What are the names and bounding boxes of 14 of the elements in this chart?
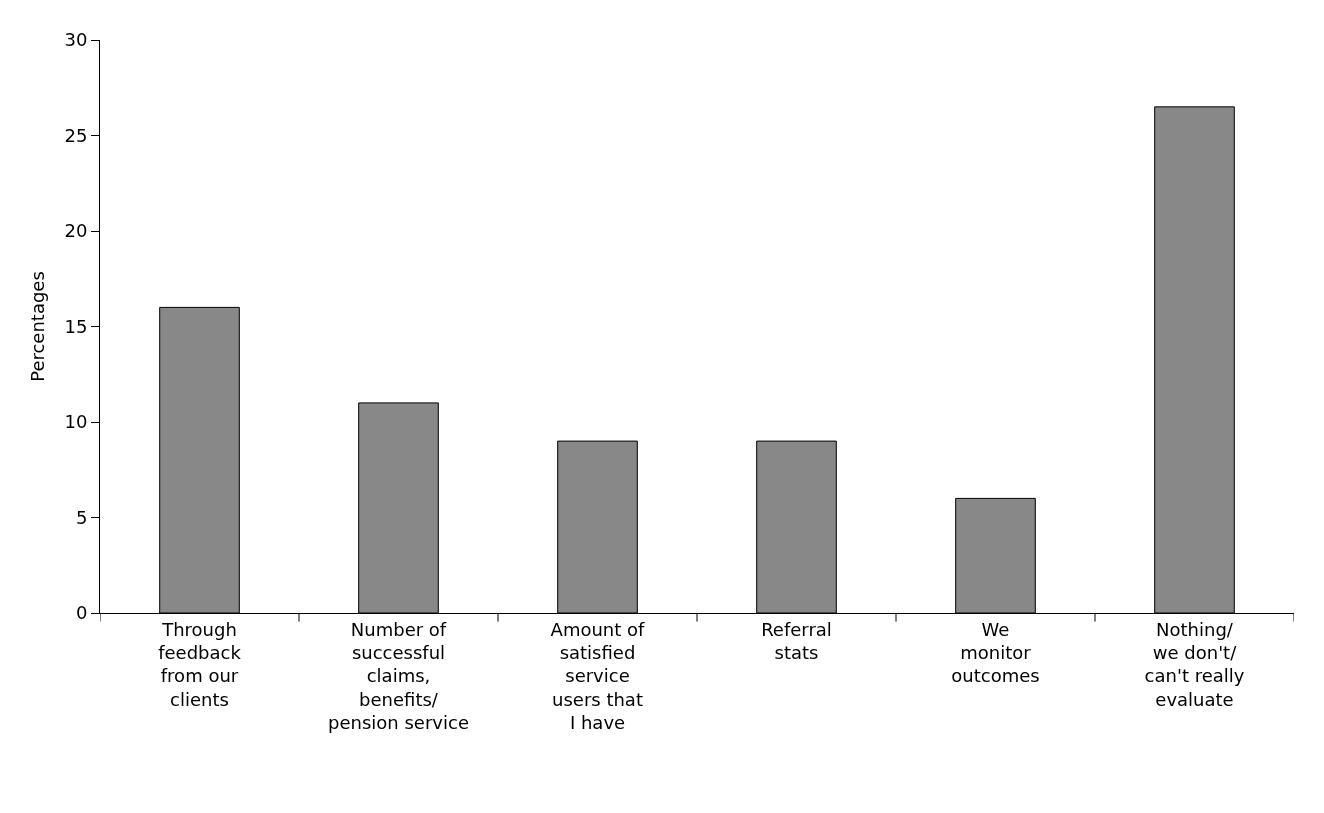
x-tick-label: Number of successful claims, benefits/ pension service <box>328 618 469 734</box>
x-tick-label: We monitor outcomes <box>951 618 1040 687</box>
y-tick-label: 0 <box>75 602 88 624</box>
x-tick-label: Referral stats <box>761 618 832 663</box>
y-tick-label: 30 <box>64 29 88 51</box>
y-tick-label: 25 <box>64 124 88 146</box>
y-tick-label: 20 <box>64 220 88 242</box>
y-tick-label: 5 <box>75 506 88 528</box>
x-tick-label: Nothing/ we don't/ can't really evaluate <box>1144 618 1245 710</box>
y-tick-label: 10 <box>64 411 88 433</box>
y-axis-title: Percentages <box>26 271 48 382</box>
x-tick-label: Amount of satisfied service users that I have <box>550 618 646 734</box>
y-tick-label: 15 <box>64 315 88 337</box>
x-tick-label: Through feedback from our clients <box>158 618 242 710</box>
